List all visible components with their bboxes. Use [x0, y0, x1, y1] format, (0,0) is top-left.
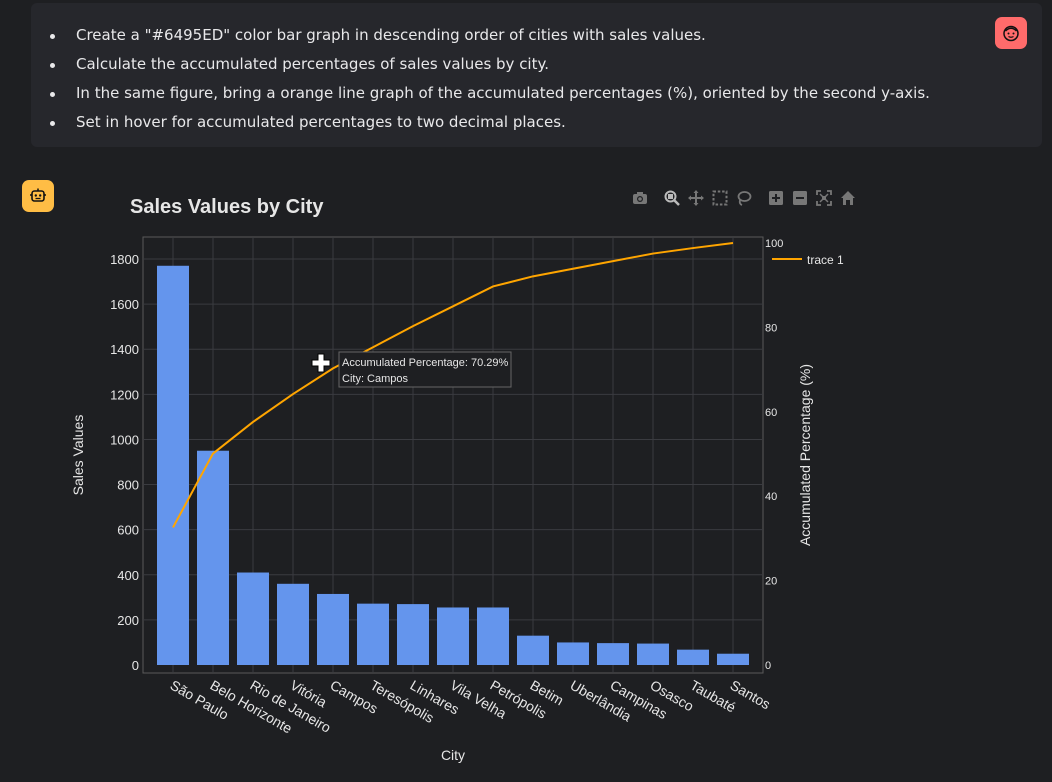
- y2-tick-label: 40: [765, 491, 777, 503]
- bar[interactable]: [277, 583, 309, 665]
- tooltip-box: [338, 351, 512, 388]
- y-tick-label: 1200: [110, 387, 139, 402]
- y2-tick-label: 80: [765, 322, 777, 334]
- y-tick-label: 800: [117, 478, 139, 493]
- hover-tooltip: Accumulated Percentage: 70.29% City: Cam…: [338, 351, 512, 388]
- x-tick-label: Taubaté: [688, 677, 739, 716]
- bot-avatar: [22, 180, 54, 212]
- box-select-icon[interactable]: [710, 188, 730, 208]
- y-tick-label: 0: [132, 658, 139, 673]
- y-axis-label: Sales Values: [70, 415, 86, 496]
- y-tick-label: 1600: [110, 297, 139, 312]
- y2-tick-label: 60: [765, 407, 777, 419]
- bar[interactable]: [677, 649, 709, 665]
- zoom-in-icon[interactable]: [766, 188, 786, 208]
- autoscale-icon[interactable]: [814, 188, 834, 208]
- user-message: Create a "#6495ED" color bar graph in de…: [31, 3, 1042, 147]
- x-axis-label: City: [441, 747, 465, 763]
- x-tick-label: Santos: [728, 677, 774, 713]
- y-tick-label: 400: [117, 568, 139, 583]
- bar[interactable]: [197, 450, 229, 665]
- instruction-item: Calculate the accumulated percentages of…: [50, 55, 549, 73]
- bar[interactable]: [317, 593, 349, 665]
- x-tick-label: Vitória: [288, 677, 330, 711]
- bar[interactable]: [717, 653, 749, 665]
- x-tick-label: Osasco: [648, 677, 697, 715]
- x-tick-label: Campinas: [608, 677, 671, 722]
- y2-tick-label: 100: [765, 238, 783, 250]
- legend[interactable]: trace 1: [772, 253, 844, 267]
- bar[interactable]: [557, 642, 589, 665]
- zoom-out-icon[interactable]: [790, 188, 810, 208]
- y2-tick-label: 0: [765, 660, 771, 672]
- x-tick-label: Linhares: [408, 677, 463, 718]
- bar[interactable]: [517, 635, 549, 665]
- lasso-icon[interactable]: [734, 188, 754, 208]
- y-tick-label: 1000: [110, 432, 139, 447]
- x-tick-label: São Paulo: [168, 677, 232, 723]
- x-tick-label: Teresópolis: [368, 677, 437, 726]
- y-tick-label: 1800: [110, 252, 139, 267]
- robot-icon: [30, 188, 46, 202]
- instruction-item: Set in hover for accumulated percentages…: [50, 113, 566, 131]
- bar[interactable]: [237, 572, 269, 665]
- x-tick-label: Uberlândia: [568, 677, 635, 725]
- bar[interactable]: [357, 603, 389, 665]
- y-tick-label: 1400: [110, 342, 139, 357]
- crosshair-cursor: [311, 353, 331, 373]
- bar[interactable]: [437, 607, 469, 665]
- camera-icon[interactable]: [630, 188, 650, 208]
- zoom-icon[interactable]: [662, 188, 682, 208]
- tooltip-line-1: Accumulated Percentage: 70.29%: [342, 357, 509, 369]
- bar[interactable]: [597, 643, 629, 665]
- bar[interactable]: [397, 604, 429, 665]
- user-avatar: [995, 17, 1027, 49]
- y2-tick-label: 20: [765, 576, 777, 588]
- x-tick-label: Campos: [328, 677, 381, 717]
- plot-area: [142, 236, 764, 674]
- instruction-item: Create a "#6495ED" color bar graph in de…: [50, 26, 706, 44]
- x-tick-label: Betim: [528, 677, 567, 709]
- tooltip-line-2: City: Campos: [342, 373, 409, 385]
- home-icon[interactable]: [838, 188, 858, 208]
- x-tick-label: Belo Horizonte: [208, 677, 296, 737]
- legend-label: trace 1: [807, 253, 844, 267]
- face-icon: [1003, 25, 1019, 42]
- pan-icon[interactable]: [686, 188, 706, 208]
- chart-title: Sales Values by City: [130, 196, 324, 218]
- bar[interactable]: [477, 607, 509, 665]
- y-tick-label: 600: [117, 523, 139, 538]
- x-tick-label: Petrópolis: [488, 677, 550, 722]
- x-tick-label: Vila Velha: [448, 677, 510, 722]
- accumulated-line[interactable]: [172, 242, 734, 528]
- instruction-item: In the same figure, bring a orange line …: [50, 84, 930, 102]
- bar[interactable]: [157, 265, 189, 665]
- y2-axis-label: Accumulated Percentage (%): [797, 364, 813, 546]
- y-tick-label: 200: [117, 613, 139, 628]
- x-tick-label: Rio de Janeiro: [248, 677, 334, 736]
- bar[interactable]: [637, 643, 669, 665]
